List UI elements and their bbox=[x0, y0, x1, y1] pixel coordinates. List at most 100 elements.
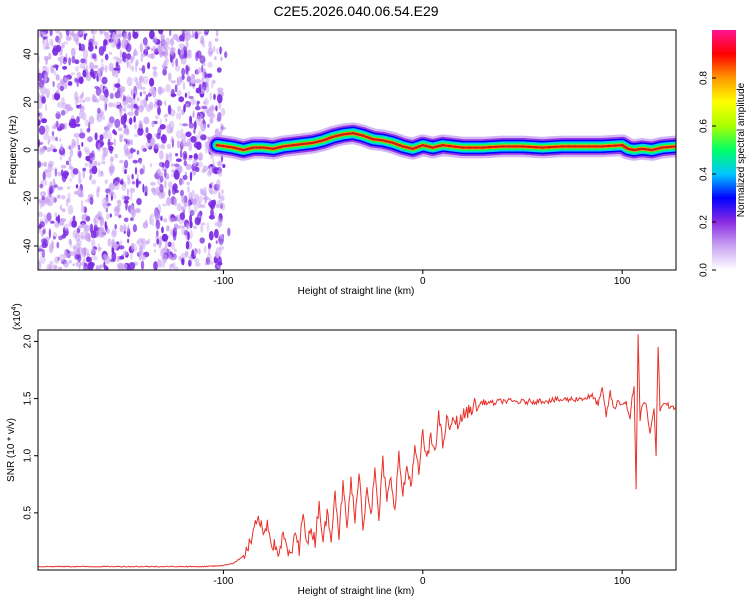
noise-speckle bbox=[82, 99, 85, 104]
noise-speckle bbox=[92, 53, 97, 59]
noise-speckle bbox=[38, 149, 45, 156]
noise-speckle bbox=[85, 64, 89, 73]
noise-speckle bbox=[74, 77, 78, 83]
noise-speckle bbox=[41, 238, 47, 244]
noise-speckle bbox=[80, 58, 86, 64]
noise-speckle bbox=[199, 55, 206, 64]
noise-speckle bbox=[215, 105, 218, 112]
noise-speckle bbox=[71, 220, 77, 228]
noise-speckle bbox=[150, 181, 156, 186]
ridge-hotspot bbox=[268, 147, 272, 150]
noise-speckle bbox=[128, 60, 132, 70]
noise-speckle bbox=[38, 248, 43, 252]
noise-speckle bbox=[197, 100, 201, 105]
noise-speckle bbox=[192, 158, 198, 167]
ridge-hotspot bbox=[600, 145, 604, 148]
ridge-hotspot bbox=[381, 139, 385, 142]
noise-speckle bbox=[126, 59, 129, 68]
noise-speckle bbox=[170, 163, 175, 167]
noise-speckle bbox=[67, 186, 71, 190]
noise-speckle bbox=[181, 67, 186, 76]
noise-speckle bbox=[103, 147, 109, 158]
noise-speckle bbox=[105, 213, 110, 220]
noise-speckle bbox=[195, 87, 202, 94]
noise-speckle bbox=[123, 196, 130, 201]
noise-speckle bbox=[132, 224, 137, 233]
noise-speckle bbox=[207, 123, 210, 128]
noise-speckle bbox=[132, 148, 136, 153]
noise-speckle bbox=[126, 138, 131, 147]
noise-speckle bbox=[59, 60, 63, 67]
noise-speckle bbox=[200, 192, 207, 196]
noise-speckle bbox=[218, 191, 221, 200]
noise-speckle bbox=[158, 30, 164, 35]
noise-speckle bbox=[72, 245, 77, 250]
noise-speckle bbox=[209, 92, 213, 101]
noise-speckle bbox=[78, 193, 84, 198]
noise-speckle bbox=[88, 115, 95, 125]
noise-speckle bbox=[88, 235, 91, 243]
noise-speckle bbox=[207, 242, 211, 250]
ridge-hotspot bbox=[613, 144, 618, 147]
noise-speckle bbox=[101, 253, 108, 262]
noise-speckle bbox=[185, 40, 189, 49]
ridge-hotspot bbox=[384, 140, 389, 143]
noise-speckle bbox=[174, 84, 178, 93]
noise-speckle bbox=[75, 261, 82, 268]
noise-speckle bbox=[136, 240, 140, 244]
noise-speckle bbox=[153, 243, 157, 247]
noise-speckle bbox=[52, 80, 55, 88]
noise-speckle bbox=[187, 256, 194, 260]
noise-speckle bbox=[182, 150, 188, 161]
noise-speckle bbox=[199, 204, 206, 209]
noise-speckle bbox=[145, 126, 149, 134]
ridge-hotspot bbox=[404, 146, 409, 149]
noise-speckle bbox=[65, 35, 72, 41]
noise-speckle bbox=[160, 143, 166, 150]
noise-speckle bbox=[198, 210, 203, 217]
ridge-hotspot bbox=[593, 145, 598, 148]
ridge-hotspot bbox=[540, 146, 545, 149]
noise-speckle bbox=[194, 106, 201, 111]
noise-speckle bbox=[130, 251, 133, 261]
noise-speckle bbox=[210, 112, 215, 119]
colorbar-tick-label: 0.2 bbox=[699, 215, 710, 229]
noise-speckle bbox=[78, 247, 84, 255]
ridge-hotspot bbox=[650, 148, 654, 152]
noise-speckle bbox=[108, 190, 115, 197]
noise-speckle bbox=[107, 123, 113, 128]
noise-speckle bbox=[204, 30, 208, 33]
figure-title: C2E5.2026.040.06.54.E29 bbox=[273, 3, 438, 19]
noise-speckle bbox=[217, 91, 224, 96]
noise-speckle bbox=[78, 76, 84, 84]
noise-speckle bbox=[204, 262, 207, 266]
noise-speckle bbox=[181, 194, 184, 204]
noise-speckle bbox=[100, 63, 105, 71]
noise-speckle bbox=[95, 86, 102, 96]
noise-speckle bbox=[129, 211, 133, 215]
noise-speckle bbox=[202, 62, 206, 67]
noise-speckle bbox=[102, 131, 109, 139]
noise-speckle bbox=[186, 223, 190, 231]
noise-speckle bbox=[216, 67, 222, 73]
noise-speckle bbox=[66, 171, 70, 176]
noise-speckle bbox=[190, 75, 196, 85]
noise-speckle bbox=[84, 96, 91, 102]
noise-speckle bbox=[38, 160, 41, 169]
noise-speckle bbox=[53, 92, 61, 101]
ridge-hotspot bbox=[394, 142, 399, 146]
ridge-hotspot bbox=[553, 145, 558, 148]
noise-speckle bbox=[79, 105, 84, 110]
noise-speckle bbox=[187, 90, 191, 98]
noise-speckle bbox=[139, 99, 145, 110]
ridge-hotspot bbox=[434, 145, 438, 148]
noise-speckle bbox=[203, 245, 207, 254]
noise-speckle bbox=[211, 113, 216, 119]
noise-speckle bbox=[97, 107, 101, 114]
ridge-hotspot bbox=[331, 135, 335, 138]
noise-speckle bbox=[217, 169, 220, 175]
noise-speckle bbox=[200, 224, 204, 233]
noise-speckle bbox=[174, 64, 181, 72]
noise-speckle bbox=[139, 168, 144, 175]
noise-speckle bbox=[161, 233, 169, 242]
